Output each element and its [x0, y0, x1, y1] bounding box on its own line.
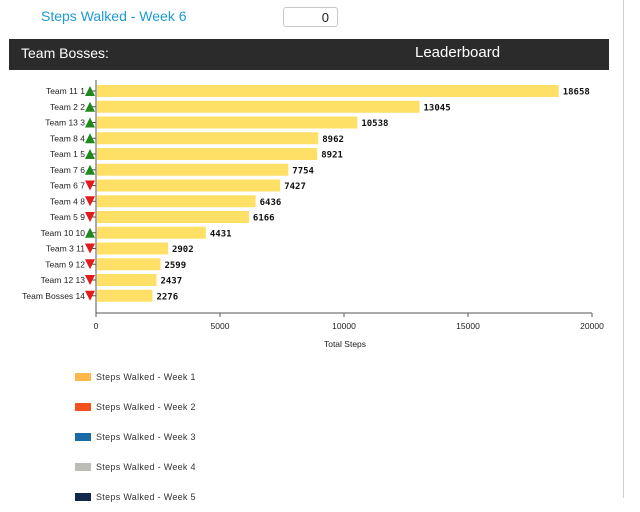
category-label: Team 6 7 — [50, 181, 85, 191]
header-bar: Team Bosses: Leaderboard — [9, 39, 609, 70]
bar-value-label: 18658 — [563, 88, 590, 98]
category-label: Team 4 8 — [50, 196, 85, 206]
trend-up-icon — [85, 117, 95, 128]
bar — [97, 148, 318, 160]
trend-up-icon — [85, 86, 95, 96]
bar — [97, 85, 559, 97]
bar-value-label: 2902 — [172, 245, 194, 255]
bar — [97, 226, 206, 239]
bar-value-label: 2276 — [156, 292, 178, 302]
x-tick-label: 15000 — [456, 321, 480, 331]
legend-swatch — [75, 403, 91, 411]
category-label: Team Bosses 14 — [22, 291, 85, 301]
category-label: Team 3 11 — [46, 244, 85, 254]
bar-value-label: 10538 — [361, 119, 388, 129]
legend-label: Steps Walked - Week 4 — [96, 462, 196, 472]
trend-up-icon — [85, 101, 95, 112]
legend-label: Steps Walked - Week 3 — [96, 432, 196, 442]
trend-down-icon — [85, 180, 95, 191]
x-tick-label: 5000 — [211, 321, 230, 331]
bar — [97, 289, 153, 302]
bar — [97, 179, 281, 192]
x-axis-title: Total Steps — [324, 339, 366, 349]
bar — [97, 274, 157, 286]
week-value-input[interactable] — [283, 7, 338, 27]
bar — [97, 211, 249, 223]
trend-down-icon — [85, 259, 95, 270]
chart-legend: Steps Walked - Week 1 Steps Walked - Week… — [75, 362, 196, 512]
trend-up-icon — [85, 227, 95, 238]
category-label: Team 10 10 — [41, 228, 86, 238]
frame-border — [623, 0, 624, 498]
legend-item: Steps Walked - Week 4 — [75, 452, 196, 482]
header-leaderboard-title: Leaderboard — [415, 44, 501, 61]
bar — [97, 132, 319, 145]
bar — [97, 100, 420, 113]
legend-label: Steps Walked - Week 5 — [96, 492, 196, 502]
bar — [97, 242, 168, 255]
bar-value-label: 4431 — [210, 229, 232, 239]
bar — [97, 163, 289, 176]
category-label: Team 7 6 — [50, 165, 85, 175]
legend-swatch — [75, 463, 91, 471]
category-label: Team 12 13 — [41, 275, 86, 285]
bar — [97, 258, 161, 271]
trend-up-icon — [85, 149, 95, 159]
legend-swatch — [75, 373, 91, 381]
bar-value-label: 7754 — [292, 166, 314, 176]
legend-item: Steps Walked - Week 2 — [75, 392, 196, 422]
legend-item: Steps Walked - Week 1 — [75, 362, 196, 392]
category-label: Team 1 5 — [50, 149, 85, 159]
page-title: Steps Walked - Week 6 — [41, 8, 187, 24]
bar — [97, 195, 256, 208]
trend-up-icon — [85, 133, 95, 144]
header-team-label: Team Bosses: — [21, 45, 109, 61]
category-label: Team 13 3 — [45, 118, 85, 128]
bar-value-label: 2599 — [164, 261, 186, 271]
bar-value-label: 8962 — [322, 135, 344, 145]
category-label: Team 2 2 — [50, 102, 85, 112]
leaderboard-bar-chart: Team 11 1 18658 Team 2 2 13045 Team 13 3 1053… — [22, 80, 604, 349]
bar-value-label: 7427 — [284, 182, 306, 192]
legend-swatch — [75, 433, 91, 441]
legend-label: Steps Walked - Week 2 — [96, 402, 196, 412]
x-tick-label: 0 — [94, 321, 99, 331]
legend-item: Steps Walked - Week 5 — [75, 482, 196, 512]
trend-down-icon — [85, 275, 95, 285]
bar-value-label: 13045 — [424, 103, 451, 113]
category-label: Team 11 1 — [46, 86, 85, 96]
trend-up-icon — [85, 164, 95, 175]
legend-label: Steps Walked - Week 1 — [96, 372, 196, 382]
bar-value-label: 2437 — [160, 277, 182, 287]
x-tick-label: 20000 — [580, 321, 604, 331]
category-label: Team 5 9 — [50, 212, 85, 222]
bar-value-label: 6166 — [253, 214, 275, 224]
trend-down-icon — [85, 243, 95, 254]
category-label: Team 8 4 — [50, 133, 85, 143]
trend-down-icon — [85, 196, 95, 207]
trend-down-icon — [85, 212, 95, 222]
bar-value-label: 6436 — [260, 198, 282, 208]
bar-value-label: 8921 — [321, 151, 343, 161]
trend-down-icon — [85, 290, 95, 301]
bar — [97, 116, 358, 129]
legend-item: Steps Walked - Week 3 — [75, 422, 196, 452]
legend-swatch — [75, 493, 91, 501]
x-tick-label: 10000 — [332, 321, 356, 331]
category-label: Team 9 12 — [45, 259, 85, 269]
